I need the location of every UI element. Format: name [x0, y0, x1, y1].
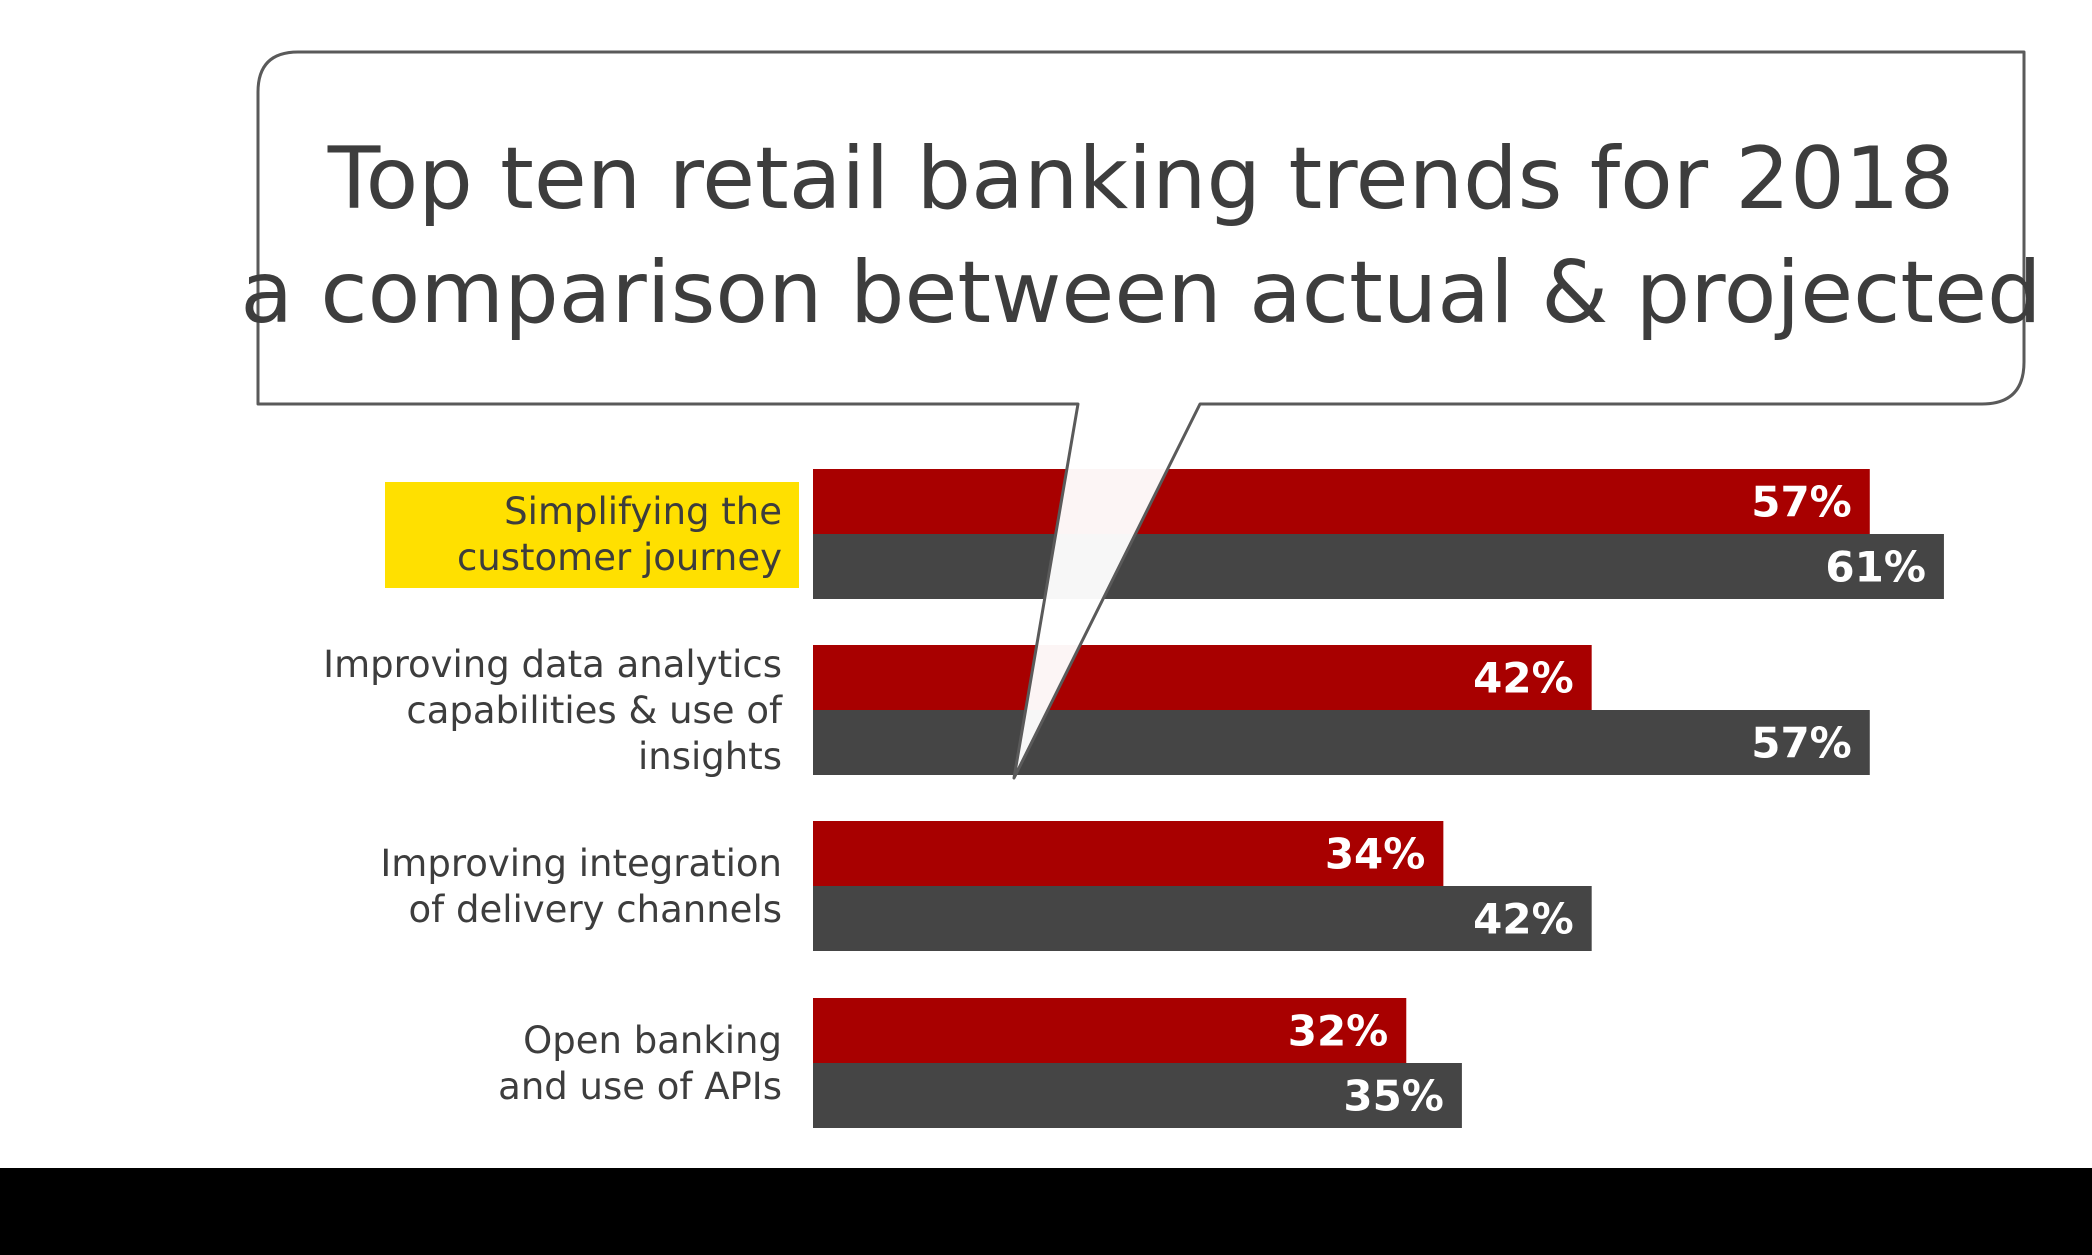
speech-bubble-shape: [256, 50, 2026, 780]
bars-layer: 57% 61% 42% 57% 34% 42% 32% 35%: [813, 469, 1944, 1128]
bar: [813, 645, 1592, 710]
category-label: Simplifying the: [504, 490, 782, 533]
bar: [813, 1063, 1462, 1128]
data-label: 57%: [1751, 719, 1852, 768]
category-label: and use of APIs: [498, 1065, 782, 1108]
category-label: of delivery channels: [409, 888, 782, 931]
data-label: 57%: [1751, 478, 1852, 527]
category-label: Improving integration: [380, 842, 782, 885]
data-label: 42%: [1473, 895, 1574, 944]
category-label: Open banking: [523, 1019, 782, 1062]
bar: [813, 534, 1944, 599]
bar: [813, 821, 1444, 886]
data-label: 35%: [1343, 1072, 1444, 1121]
bar: [813, 710, 1870, 775]
bar: [813, 886, 1592, 951]
category-label: customer journey: [457, 536, 782, 579]
chart-title-line-1: Top ten retail banking trends for 2018: [327, 129, 1955, 229]
bottom-band: [0, 1168, 2092, 1255]
data-label: 61%: [1825, 543, 1926, 592]
category-label: insights: [638, 735, 782, 778]
speech-bubble: Top ten retail banking trends for 2018 a…: [240, 50, 2042, 780]
chart-title-line-2: a comparison between actual & projected: [240, 243, 2041, 343]
category-highlight: [385, 482, 799, 588]
bar: [813, 998, 1407, 1063]
data-label: 42%: [1473, 654, 1574, 703]
category-label: Improving data analytics: [323, 643, 782, 686]
data-label: 34%: [1325, 830, 1426, 879]
bar: [813, 469, 1870, 534]
data-label: 32%: [1288, 1007, 1389, 1056]
category-label: capabilities & use of: [406, 689, 783, 732]
